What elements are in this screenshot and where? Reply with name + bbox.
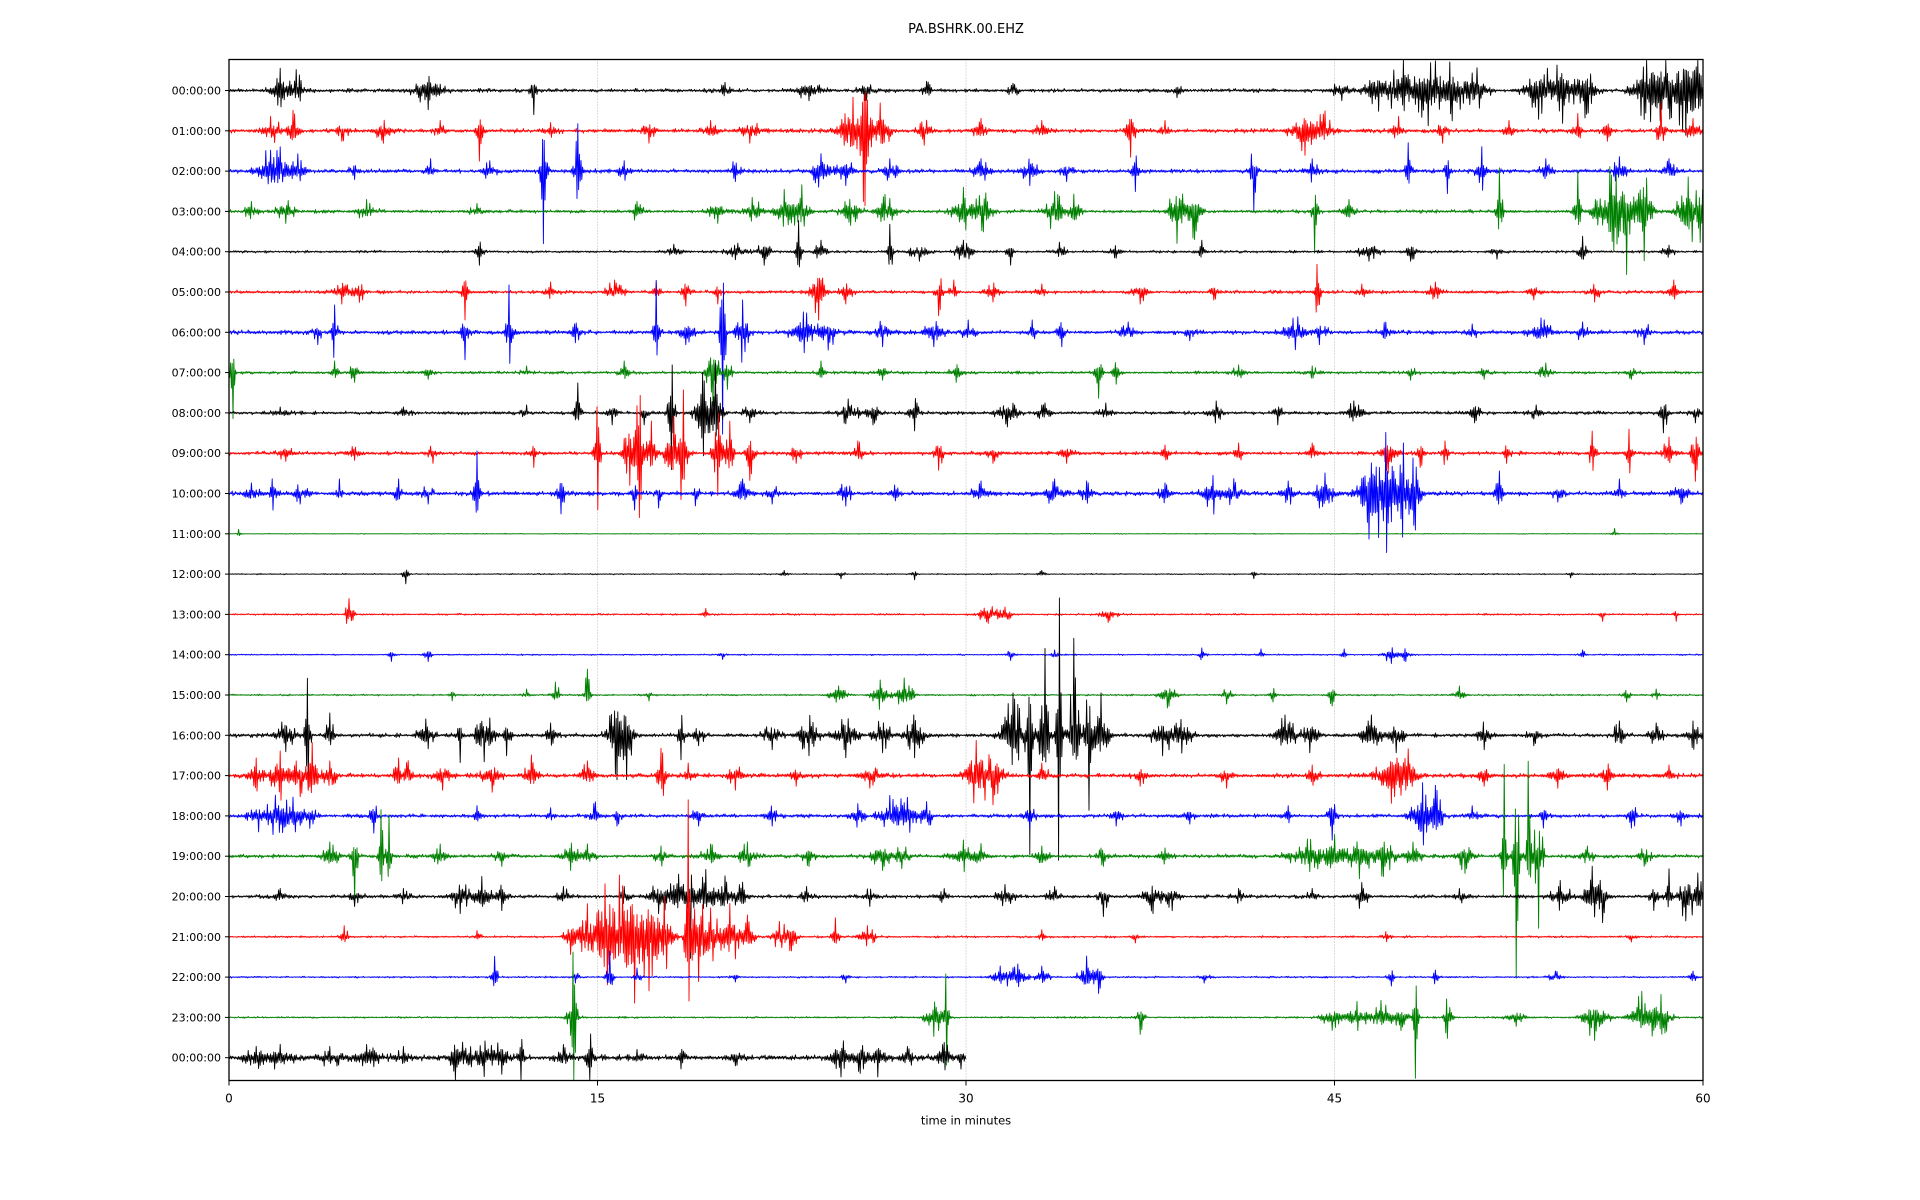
trace-row-11 [228, 527, 1704, 537]
trace-row-20 [228, 865, 1704, 959]
trace-row-9 [228, 389, 1704, 518]
trace-row-3 [228, 166, 1704, 275]
trace-row-5 [228, 263, 1704, 321]
trace-row-13 [228, 598, 1704, 624]
trace-row-6 [228, 279, 1704, 435]
y-tick-label: 12:00:00 [172, 568, 221, 581]
trace-row-14 [228, 647, 1704, 664]
trace-row-24 [228, 1033, 967, 1081]
y-tick-label: 21:00:00 [172, 931, 221, 944]
trace-row-17 [228, 740, 1704, 806]
x-tick-label: 30 [958, 1092, 973, 1106]
y-tick-label: 20:00:00 [172, 891, 221, 904]
y-tick-label: 08:00:00 [172, 407, 221, 420]
y-tick-label: 09:00:00 [172, 447, 221, 460]
x-tick-label: 45 [1327, 1092, 1342, 1106]
x-tick-label: 0 [225, 1092, 233, 1106]
trace-row-7 [228, 357, 1704, 420]
trace-row-19 [228, 760, 1704, 979]
y-tick-label: 16:00:00 [172, 729, 221, 742]
chart-title: PA.BSHRK.00.EHZ [908, 22, 1024, 37]
y-tick-label: 13:00:00 [172, 608, 221, 621]
trace-row-21 [228, 799, 1704, 1004]
trace-row-16 [228, 597, 1704, 861]
y-tick-label: 18:00:00 [172, 810, 221, 823]
y-tick-label: 23:00:00 [172, 1011, 221, 1024]
y-tick-label: 00:00:00 [172, 85, 221, 98]
y-tick-label: 10:00:00 [172, 488, 221, 501]
trace-row-1 [228, 92, 1704, 207]
y-tick-label: 04:00:00 [172, 246, 221, 259]
x-axis-label: time in minutes [921, 1114, 1011, 1128]
x-tick-label: 15 [590, 1092, 605, 1106]
y-tick-label: 22:00:00 [172, 971, 221, 984]
y-tick-label: 07:00:00 [172, 367, 221, 380]
y-tick-label: 02:00:00 [172, 165, 221, 178]
trace-row-0 [228, 59, 1704, 136]
y-tick-label: 06:00:00 [172, 326, 221, 339]
trace-row-2 [228, 123, 1704, 244]
y-tick-label: 01:00:00 [172, 125, 221, 138]
trace-row-18 [228, 782, 1704, 846]
y-tick-label: 05:00:00 [172, 286, 221, 299]
trace-row-12 [228, 569, 1704, 585]
y-tick-label: 14:00:00 [172, 649, 221, 662]
y-tick-label: 03:00:00 [172, 205, 221, 218]
trace-row-23 [228, 951, 1704, 1081]
y-tick-label: 17:00:00 [172, 770, 221, 783]
y-tick-label: 19:00:00 [172, 850, 221, 863]
trace-row-4 [228, 220, 1704, 268]
trace-row-22 [228, 950, 1704, 994]
y-tick-label: 15:00:00 [172, 689, 221, 702]
trace-row-8 [228, 362, 1704, 471]
y-tick-label: 11:00:00 [172, 528, 221, 541]
trace-row-15 [228, 668, 1704, 710]
x-tick-label: 60 [1695, 1092, 1710, 1106]
y-tick-label: 00:00:00 [172, 1052, 221, 1065]
trace-row-10 [228, 431, 1704, 553]
